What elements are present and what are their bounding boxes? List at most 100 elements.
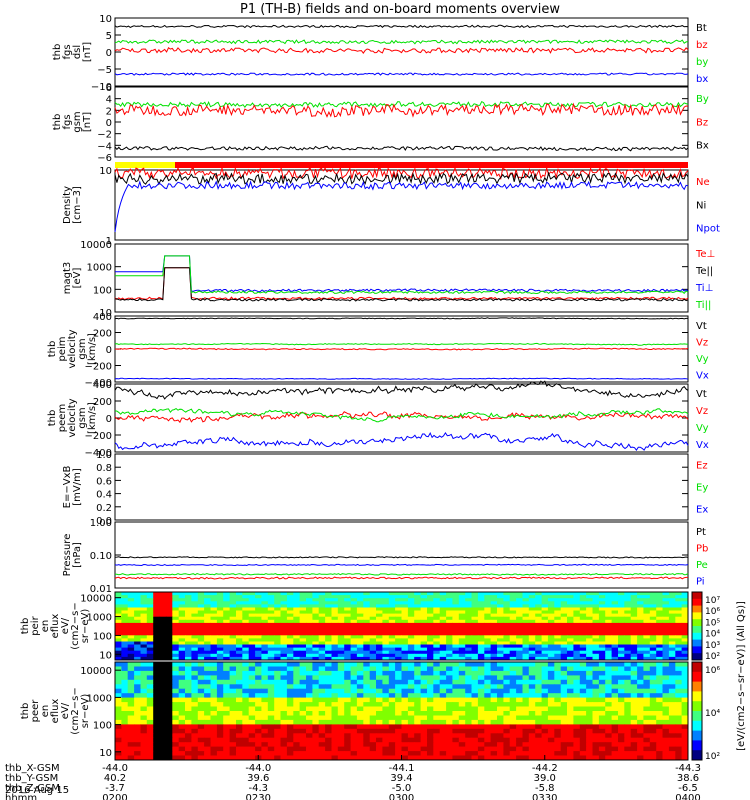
spectrogram-cell: [395, 706, 402, 712]
spectrogram-cell: [579, 751, 587, 757]
spectrogram-cell: [267, 595, 275, 599]
spectrogram-cell: [286, 632, 294, 636]
spectrogram-cell: [127, 751, 135, 757]
spectrogram-cell: [497, 755, 504, 761]
spectrogram-cell: [165, 622, 173, 627]
spectrogram-cell: [121, 719, 129, 725]
spectrogram-cell: [611, 592, 619, 596]
spectrogram-cell: [356, 733, 364, 739]
spectrogram-cell: [535, 719, 543, 725]
spectrogram-cell: [127, 675, 135, 681]
spectrogram-cell: [446, 626, 453, 630]
spectrogram-cell: [223, 635, 231, 639]
spectrogram-cell: [388, 755, 396, 761]
spectrogram-cell: [522, 679, 530, 685]
spectrogram-cell: [560, 715, 568, 721]
spectrogram-cell: [165, 728, 173, 734]
spectrogram-cell: [318, 641, 326, 646]
spectrogram-cell: [656, 632, 664, 636]
spectrogram-cell: [414, 616, 422, 621]
spectrogram-cell: [662, 706, 670, 712]
spectrogram-cell: [337, 626, 345, 630]
spectrogram-cell: [140, 711, 148, 716]
spectrogram-cell: [586, 595, 593, 599]
spectrogram-cell: [267, 635, 275, 639]
spectrogram-cell: [573, 684, 581, 690]
spectrogram-cell: [261, 616, 269, 621]
spectrogram-cell: [229, 711, 237, 716]
spectrogram-cell: [407, 693, 415, 699]
spectrogram-cell: [656, 650, 664, 655]
spectrogram-cell: [185, 619, 192, 624]
spectrogram-cell: [395, 632, 402, 636]
spectrogram-cell: [560, 697, 568, 703]
status-bar: [115, 162, 688, 168]
spectrogram-cell: [376, 632, 383, 636]
spectrogram-cell: [242, 719, 250, 725]
spectrogram-cell: [516, 644, 523, 649]
legend-Ey: Ey: [696, 483, 708, 494]
spectrogram-cell: [681, 679, 689, 685]
spectrogram-cell: [516, 706, 523, 712]
spectrogram-cell: [159, 737, 167, 743]
spectrogram-cell: [134, 656, 141, 661]
spectrogram-cell: [140, 666, 148, 672]
spectrogram-cell: [528, 616, 536, 621]
spectrogram-cell: [350, 751, 358, 757]
spectrogram-cell: [312, 666, 320, 672]
spectrogram-cell: [656, 595, 664, 599]
spectrogram-cell: [681, 711, 689, 716]
spectrogram-cell: [433, 693, 441, 699]
spectrogram-cell: [509, 751, 517, 757]
y-tick-label: 0: [106, 48, 112, 59]
spectrogram-cell: [662, 733, 670, 739]
spectrogram-cell: [579, 638, 587, 642]
y-tick-label: 2: [106, 106, 112, 117]
spectrogram-cell: [134, 632, 141, 636]
ephemeris-value: 0400: [675, 793, 700, 800]
spectrogram-cell: [618, 629, 625, 633]
spectrogram-cell: [255, 666, 262, 672]
panel-peim_velocity: 4002000−200−400thbpeimvelocitygsm[km/s]V…: [47, 312, 709, 389]
spectrogram-cell: [516, 702, 523, 708]
spectrogram-cell: [516, 595, 523, 599]
spectrogram-cell: [477, 755, 485, 761]
spectrogram-cell: [414, 733, 422, 739]
colorbar-cell: [692, 671, 702, 676]
spectrogram-cell: [624, 751, 632, 757]
spectrogram-cell: [427, 711, 434, 716]
spectrogram-cell: [407, 595, 415, 599]
spectrogram-cell: [350, 616, 358, 621]
spectrogram-cell: [255, 613, 262, 618]
spectrogram-cell: [497, 622, 504, 627]
spectrogram-cell: [376, 653, 383, 658]
spectrogram-cell: [446, 679, 453, 685]
spectrogram-cell: [229, 635, 237, 639]
spectrogram-cell: [229, 706, 237, 712]
spectrogram-cell: [185, 622, 192, 627]
spectrogram-cell: [350, 675, 358, 681]
spectrogram-cell: [146, 719, 154, 725]
spectrogram-cell: [567, 601, 574, 605]
spectrogram-cell: [484, 728, 492, 734]
y-tick-label: −6: [97, 153, 112, 164]
spectrogram-cell: [662, 742, 670, 748]
spectrogram-cell: [427, 737, 434, 743]
spectrogram-cell: [331, 641, 339, 646]
spectrogram-cell: [401, 737, 409, 743]
y-tick-label: 0.0: [96, 516, 112, 527]
spectrogram-cell: [312, 746, 320, 752]
spectrogram-cell: [236, 675, 243, 681]
spectrogram-cell: [306, 679, 313, 685]
spectrogram-cell: [624, 666, 632, 672]
spectrogram-cell: [306, 619, 313, 624]
spectrogram-cell: [286, 662, 294, 667]
spectrogram-cell: [509, 755, 517, 761]
spectrogram-cell: [624, 679, 632, 685]
spectrogram-cell: [293, 632, 301, 636]
spectrogram-cell: [624, 715, 632, 721]
spectrogram-cell: [547, 746, 555, 752]
spectrogram-cell: [586, 650, 593, 655]
spectrogram-cell: [490, 662, 498, 667]
spectrogram-cell: [134, 693, 141, 699]
